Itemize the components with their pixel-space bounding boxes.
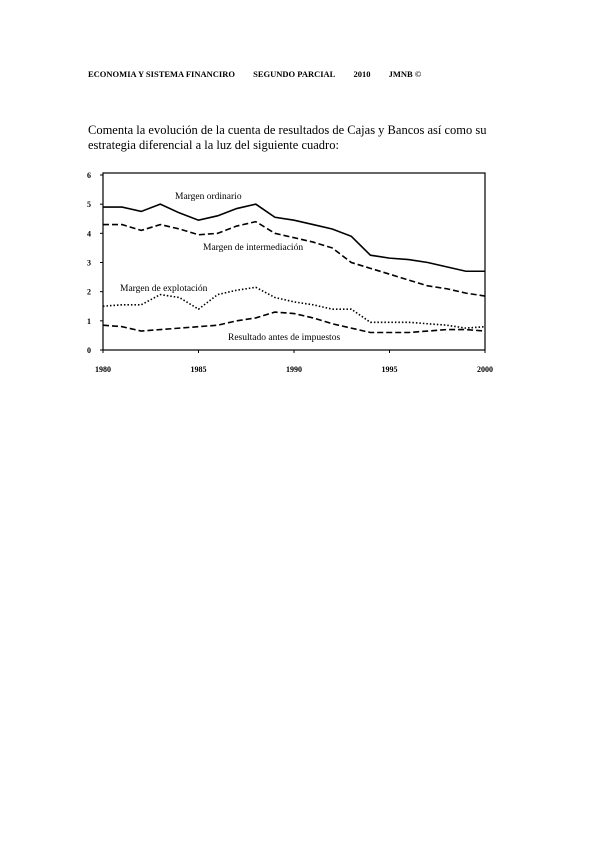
y-tick-label: 1 xyxy=(87,317,91,326)
x-tick-label: 1980 xyxy=(95,365,111,374)
y-tick-label: 2 xyxy=(87,288,91,297)
series-line xyxy=(103,220,486,297)
x-tick-label: 1995 xyxy=(382,365,398,374)
x-tick-label: 1990 xyxy=(286,365,302,374)
series-line xyxy=(102,311,486,334)
x-tick-label: 1985 xyxy=(191,365,207,374)
y-tick-label: 4 xyxy=(87,229,91,238)
series-label: Margen de explotación xyxy=(120,284,208,294)
series-line xyxy=(103,203,485,273)
year: 2010 xyxy=(353,69,371,79)
y-tick-label: 6 xyxy=(87,171,91,180)
paragraph-line: Comenta la evolución de la cuenta de res… xyxy=(88,123,487,137)
series-label: Margen ordinario xyxy=(175,192,242,202)
x-tick-label: 2000 xyxy=(477,365,493,374)
paragraph-line: estrategia diferencial a la luz del sigu… xyxy=(88,138,339,152)
y-tick-label: 3 xyxy=(87,259,91,268)
y-tick-label: 0 xyxy=(87,346,91,355)
exam: SEGUNDO PARCIAL xyxy=(253,69,336,79)
y-tick-label: 5 xyxy=(87,200,91,209)
series-label: Margen de intermediación xyxy=(203,243,303,253)
header: ECONOMIA Y SISTEMA FINANCIRO SEGUNDO PAR… xyxy=(88,69,437,79)
course: ECONOMIA Y SISTEMA FINANCIRO xyxy=(88,69,235,79)
series-label: Resultado antes de impuestos xyxy=(228,333,340,343)
author: JMNB © xyxy=(388,69,422,79)
paragraph: Comenta la evolución de la cuenta de res… xyxy=(88,123,487,153)
